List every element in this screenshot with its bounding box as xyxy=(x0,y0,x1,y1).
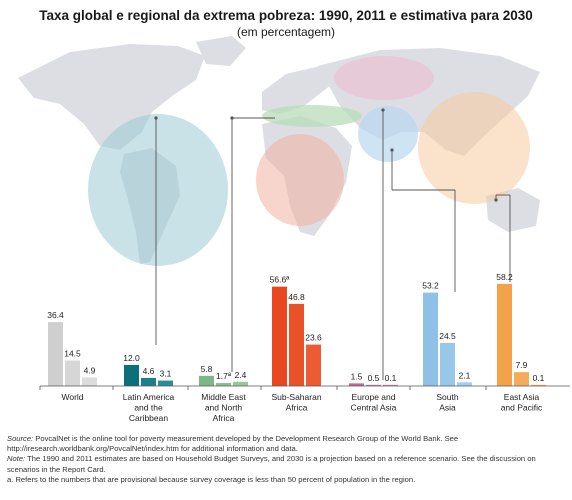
australia-shape xyxy=(486,188,540,232)
europe-shape xyxy=(262,66,340,114)
leader-lines xyxy=(154,108,511,380)
chart-subtitle: (em percentagem) xyxy=(236,25,336,39)
value-label-south-asia-1990: 53.2 xyxy=(422,281,439,291)
bar-latin-america-and-the-caribbean-2011 xyxy=(141,377,156,386)
value-label-latin-america-and-the-caribbean-2030: 3.1 xyxy=(160,369,172,379)
bar-world-1990 xyxy=(48,322,63,386)
bar-latin-america-and-the-caribbean-2030 xyxy=(158,380,173,386)
value-label-world-2011: 14.5 xyxy=(64,349,81,359)
greenland-shape xyxy=(196,36,246,66)
bar-south-asia-1990 xyxy=(423,292,438,386)
bar-south-asia-2030 xyxy=(457,382,472,386)
value-label-middle-east-and-north-africa-2030: 2.4 xyxy=(235,370,247,380)
value-label-east-asia-and-pacific-1990: 58.2 xyxy=(496,272,513,282)
category-label-latin-america-and-the-caribbean: Caribbean xyxy=(129,413,168,423)
chart-title: Taxa global e regional da extrema pobrez… xyxy=(39,8,533,23)
category-label-south-asia: Asia xyxy=(439,403,456,413)
leader-dot xyxy=(494,198,498,202)
method-note: Note: The 1990 and 2011 estimates are ba… xyxy=(7,454,565,474)
category-label-middle-east-and-north-africa: Middle East xyxy=(201,392,246,402)
value-label-sub-saharan-africa-2011: 46.8 xyxy=(288,292,305,302)
category-label-latin-america-and-the-caribbean: and the xyxy=(134,403,163,413)
value-label-latin-america-and-the-caribbean-2011: 4.6 xyxy=(143,366,155,376)
bar-south-asia-2011 xyxy=(440,343,455,386)
bar-east-asia-and-pacific-2011 xyxy=(514,372,529,386)
value-labels: 36.4 14.54.9 12.04.6 3.1 5.81.7ª 2.4 56.6ª 46.8… xyxy=(47,272,544,383)
category-label-south-asia: South xyxy=(436,392,458,402)
value-label-sub-saharan-africa-1990: 56.6ª xyxy=(270,275,291,285)
bar-europe-and-central-asia-2030 xyxy=(383,384,398,386)
value-label-middle-east-and-north-africa-2011: 1.7ª xyxy=(216,371,232,381)
category-label-middle-east-and-north-africa: and North xyxy=(205,403,243,413)
bar-europe-and-central-asia-1990 xyxy=(349,383,364,386)
sub-saharan-africa-region-circle xyxy=(256,134,344,226)
value-label-south-asia-2030: 2.1 xyxy=(459,370,471,380)
category-label-east-asia-and-pacific: and Pacific xyxy=(501,403,543,413)
bar-middle-east-and-north-africa-1990 xyxy=(199,375,214,386)
world-map-background xyxy=(18,36,540,266)
category-label-latin-america-and-the-caribbean: Latin America xyxy=(123,392,175,402)
category-label-sub-saharan-africa: Sub-Saharan xyxy=(271,392,321,402)
east-asia-region-circle xyxy=(418,92,530,204)
south-asia-region-circle xyxy=(358,106,418,162)
category-label-world: World xyxy=(61,392,83,402)
value-label-east-asia-and-pacific-2030: 0.1 xyxy=(533,373,545,383)
category-label-east-asia-and-pacific: East Asia xyxy=(504,392,540,402)
value-label-europe-and-central-asia-2011: 0.5 xyxy=(368,373,380,383)
value-label-south-asia-2011: 24.5 xyxy=(439,331,456,341)
category-label-middle-east-and-north-africa: Africa xyxy=(213,413,235,423)
bar-world-2030 xyxy=(82,377,97,386)
value-label-east-asia-and-pacific-2011: 7.9 xyxy=(516,360,528,370)
note-label: Note: xyxy=(7,454,26,464)
category-label-europe-and-central-asia: Central Asia xyxy=(351,403,397,413)
value-label-europe-and-central-asia-1990: 1.5 xyxy=(351,371,363,381)
latin-america-region-circle xyxy=(88,114,228,266)
leader-dot xyxy=(390,148,394,152)
leader-dot xyxy=(230,116,234,120)
source-text: PovcalNet is the online tool for poverty… xyxy=(7,434,459,454)
bar-middle-east-and-north-africa-2011 xyxy=(216,383,231,386)
chart-notes: Source: PovcalNet is the online tool for… xyxy=(7,434,565,485)
value-label-europe-and-central-asia-2030: 0.1 xyxy=(385,373,397,383)
footnote-a: a. Refers to the numbers that are provis… xyxy=(7,474,416,484)
value-label-middle-east-and-north-africa-1990: 5.8 xyxy=(201,364,213,374)
middle-east-region-circle xyxy=(262,105,362,127)
bar-east-asia-and-pacific-1990 xyxy=(497,283,512,386)
value-label-world-1990: 36.4 xyxy=(47,310,64,320)
leader-dot xyxy=(381,108,385,112)
source-label: Source: xyxy=(7,434,34,443)
bar-sub-saharan-africa-2030 xyxy=(306,344,321,386)
value-label-sub-saharan-africa-2030: 23.6 xyxy=(305,333,322,343)
bar-europe-and-central-asia-2011 xyxy=(366,384,381,386)
bar-sub-saharan-africa-2011 xyxy=(289,303,304,386)
bar-east-asia-and-pacific-2030 xyxy=(531,384,546,386)
source-note: Source: PovcalNet is the online tool for… xyxy=(7,434,565,454)
category-label-europe-and-central-asia: Europe and xyxy=(352,392,396,402)
bar-groups xyxy=(48,283,546,386)
value-label-latin-america-and-the-caribbean-1990: 12.0 xyxy=(123,353,140,363)
value-label-world-2030: 4.9 xyxy=(84,365,96,375)
bar-latin-america-and-the-caribbean-1990 xyxy=(124,364,139,386)
bar-middle-east-and-north-africa-2030 xyxy=(233,381,248,386)
north-america-shape xyxy=(18,44,205,150)
bar-world-2011 xyxy=(65,360,80,386)
bar-sub-saharan-africa-1990 xyxy=(272,286,287,386)
category-label-sub-saharan-africa: Africa xyxy=(286,403,308,413)
leader-dot xyxy=(154,116,158,120)
europe-central-asia-region-circle xyxy=(334,56,434,100)
note-text: The 1990 and 2011 estimates are based on… xyxy=(7,454,536,474)
